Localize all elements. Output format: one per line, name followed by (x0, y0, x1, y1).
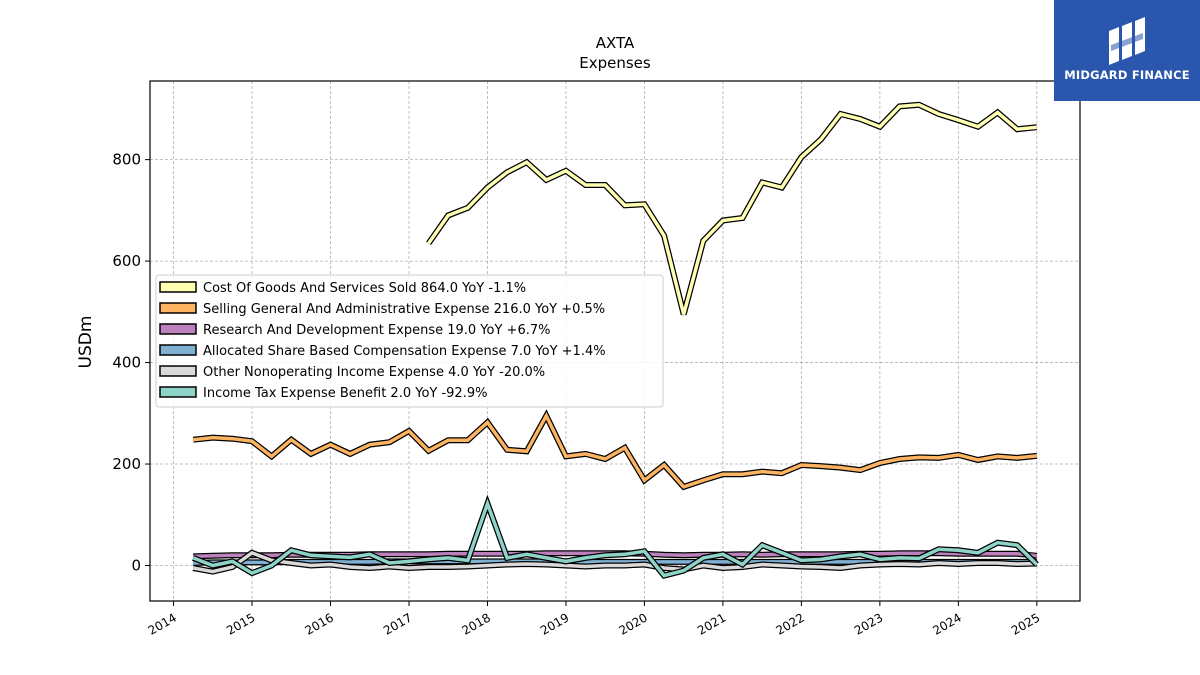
series-line (193, 411, 1037, 489)
x-tick-label: 2016 (303, 610, 336, 637)
legend-item: Selling General And Administrative Expen… (159, 302, 605, 317)
y-tick-label: 400 (112, 354, 141, 372)
series-line (192, 498, 1039, 578)
series-line (427, 103, 1037, 315)
y-tick-label: 200 (112, 455, 141, 473)
logo-text: MIDGARD FINANCE (1064, 68, 1190, 82)
brand-logo: MIDGARD FINANCE (1054, 0, 1200, 101)
legend-label: Other Nonoperating Income Expense 4.0 Yo… (203, 365, 545, 380)
series-other-nonoperating-income-expense (192, 549, 1037, 575)
legend-item: Other Nonoperating Income Expense 4.0 Yo… (159, 365, 545, 380)
legend-item: Research And Development Expense 19.0 Yo… (159, 323, 550, 338)
x-tick-label: 2019 (538, 610, 571, 637)
y-tick-label: 800 (112, 151, 141, 169)
x-tick-label: 2018 (460, 610, 493, 637)
legend-label: Allocated Share Based Compensation Expen… (203, 344, 606, 359)
x-tick-label: 2017 (381, 610, 414, 637)
x-tick-label: 2024 (930, 610, 963, 637)
chart-title: AXTA (596, 34, 635, 52)
x-tick-label: 2025 (1009, 610, 1042, 637)
y-tick-label: 600 (112, 252, 141, 270)
legend-label: Cost Of Goods And Services Sold 864.0 Yo… (203, 281, 526, 296)
legend-item: Income Tax Expense Benefit 2.0 YoY -92.9… (159, 386, 487, 401)
legend-swatch (159, 386, 197, 398)
legend-swatch (159, 344, 197, 356)
legend-swatch (159, 365, 197, 377)
legend-box (155, 274, 664, 408)
series-group (192, 101, 1039, 579)
x-tick-label: 2014 (146, 610, 179, 637)
y-axis-label: USDm (76, 316, 96, 369)
plot-frame (149, 80, 1081, 602)
legend-label: Income Tax Expense Benefit 2.0 YoY -92.9… (203, 386, 487, 401)
x-tick-label: 2020 (616, 610, 649, 637)
chart-subtitle: Expenses (579, 54, 651, 72)
x-tick-label: 2021 (695, 610, 728, 637)
x-tick-label: 2023 (852, 610, 885, 637)
legend-swatch (159, 281, 197, 293)
legend-label: Research And Development Expense 19.0 Yo… (203, 323, 550, 338)
x-tick-label: 2015 (224, 610, 257, 637)
series-line (192, 550, 1037, 574)
legend-item: Cost Of Goods And Services Sold 864.0 Yo… (159, 281, 526, 296)
legend-label: Selling General And Administrative Expen… (203, 302, 605, 317)
series-cost-of-goods-and-services-sold (426, 101, 1038, 316)
legend-swatch (159, 323, 197, 335)
series-selling-general-and-administrative-expense (192, 409, 1038, 491)
y-tick-label: 0 (131, 556, 141, 574)
legend-swatch (159, 302, 197, 314)
legend-item: Allocated Share Based Compensation Expen… (159, 344, 606, 359)
x-tick-label: 2022 (773, 610, 806, 637)
series-income-tax-expense-benefit (192, 494, 1039, 579)
legend: Cost Of Goods And Services Sold 864.0 Yo… (155, 274, 664, 408)
logo-mark-icon (1109, 17, 1145, 65)
